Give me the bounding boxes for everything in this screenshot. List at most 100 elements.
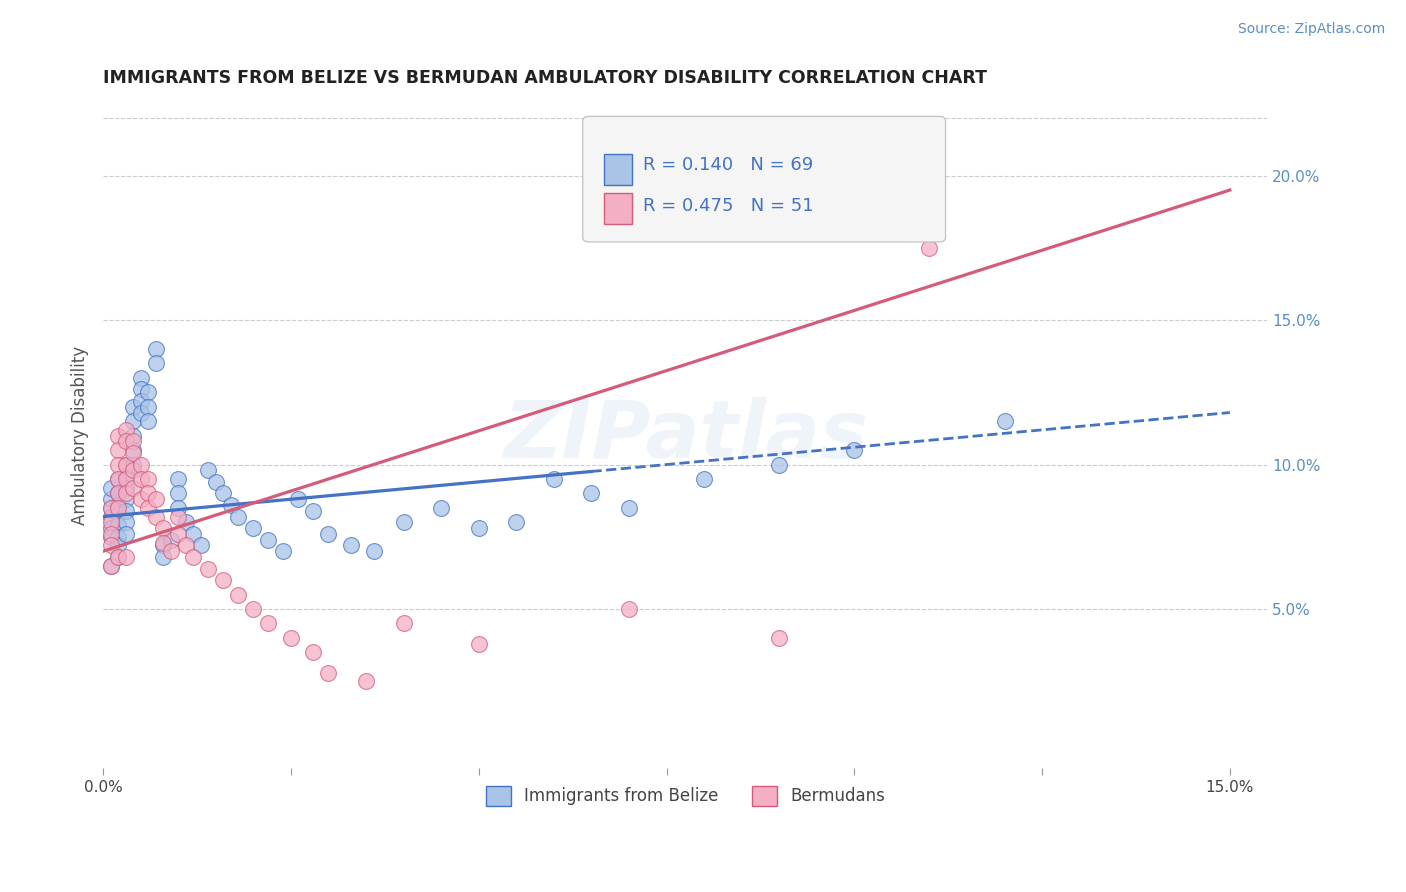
Legend: Immigrants from Belize, Bermudans: Immigrants from Belize, Bermudans: [479, 779, 891, 813]
Point: [257, 533, 280, 547]
Point: [136, 500, 159, 515]
Point: [114, 492, 136, 507]
Y-axis label: Ambulatory Disability: Ambulatory Disability: [72, 346, 89, 525]
Point: [543, 472, 565, 486]
Point: [129, 394, 152, 409]
Point: [467, 521, 489, 535]
Point: [114, 486, 136, 500]
Point: [122, 434, 145, 449]
Point: [152, 535, 174, 549]
Point: [122, 458, 145, 472]
Point: [129, 383, 152, 397]
Point: [318, 665, 340, 680]
Point: [107, 486, 129, 500]
Point: [212, 486, 235, 500]
Point: [145, 509, 167, 524]
Point: [190, 538, 212, 552]
Point: [100, 516, 122, 530]
Point: [100, 538, 122, 552]
Point: [318, 527, 340, 541]
Point: [114, 481, 136, 495]
Text: IMMIGRANTS FROM BELIZE VS BERMUDAN AMBULATORY DISABILITY CORRELATION CHART: IMMIGRANTS FROM BELIZE VS BERMUDAN AMBUL…: [103, 69, 987, 87]
Point: [159, 533, 181, 547]
Point: [505, 516, 527, 530]
Point: [280, 631, 302, 645]
Point: [768, 458, 790, 472]
Point: [145, 342, 167, 356]
Point: [136, 385, 159, 400]
Point: [918, 241, 941, 255]
Point: [100, 521, 122, 535]
Point: [228, 588, 250, 602]
Point: [114, 458, 136, 472]
Point: [100, 527, 122, 541]
Point: [467, 637, 489, 651]
Point: [100, 481, 122, 495]
Text: R = 0.475   N = 51: R = 0.475 N = 51: [644, 197, 814, 215]
Point: [212, 573, 235, 587]
Point: [122, 481, 145, 495]
Point: [129, 405, 152, 419]
Point: [152, 538, 174, 552]
Point: [181, 527, 204, 541]
Point: [107, 549, 129, 564]
Point: [114, 516, 136, 530]
Point: [122, 414, 145, 428]
Point: [122, 463, 145, 477]
Point: [392, 516, 415, 530]
Point: [145, 356, 167, 370]
Text: Source: ZipAtlas.com: Source: ZipAtlas.com: [1237, 22, 1385, 37]
Point: [114, 472, 136, 486]
Point: [107, 486, 129, 500]
Point: [354, 674, 377, 689]
Point: [122, 443, 145, 458]
Point: [100, 558, 122, 573]
Point: [242, 602, 264, 616]
Point: [152, 549, 174, 564]
Point: [768, 631, 790, 645]
Point: [167, 527, 190, 541]
Point: [107, 500, 129, 515]
Point: [228, 509, 250, 524]
Point: [273, 544, 295, 558]
Point: [363, 544, 385, 558]
Point: [107, 428, 129, 442]
Point: [167, 500, 190, 515]
Point: [122, 428, 145, 442]
Point: [107, 443, 129, 458]
Point: [114, 549, 136, 564]
Point: [114, 527, 136, 541]
Point: [107, 498, 129, 512]
Point: [114, 434, 136, 449]
Point: [197, 463, 219, 477]
Point: [693, 472, 716, 486]
Point: [136, 414, 159, 428]
Point: [167, 509, 190, 524]
Point: [107, 507, 129, 521]
Point: [174, 538, 197, 552]
Point: [302, 504, 325, 518]
Point: [581, 486, 603, 500]
Point: [152, 521, 174, 535]
Point: [136, 400, 159, 414]
Point: [129, 492, 152, 507]
Point: [114, 469, 136, 483]
Point: [114, 423, 136, 437]
Point: [122, 400, 145, 414]
Point: [844, 443, 866, 458]
Point: [340, 538, 363, 552]
Point: [617, 500, 640, 515]
Point: [197, 561, 219, 575]
Point: [145, 492, 167, 507]
Point: [100, 558, 122, 573]
Point: [430, 500, 453, 515]
Point: [100, 509, 122, 524]
Point: [174, 516, 197, 530]
Point: [167, 486, 190, 500]
Point: [107, 538, 129, 552]
Point: [100, 492, 122, 507]
Point: [159, 544, 181, 558]
Point: [122, 446, 145, 460]
Point: [107, 472, 129, 486]
Point: [129, 371, 152, 385]
